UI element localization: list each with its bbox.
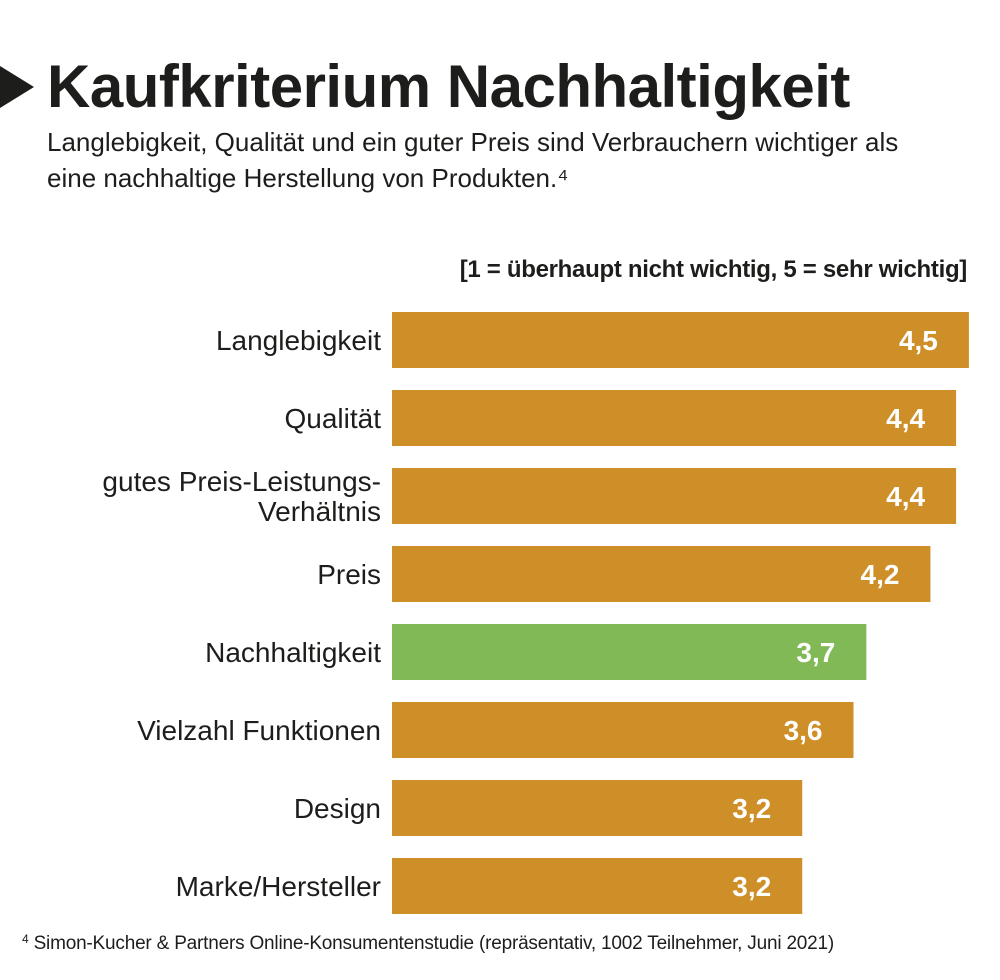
category-label-4: Nachhaltigkeit — [205, 637, 381, 668]
bar-7 — [392, 858, 803, 914]
category-label-5: Vielzahl Funktionen — [137, 715, 381, 746]
category-label-7: Marke/Hersteller — [176, 871, 381, 902]
triangle-right-icon — [0, 66, 34, 108]
chart-title: Kaufkriterium Nachhaltigkeit — [47, 53, 850, 120]
bar-2 — [392, 468, 957, 524]
category-label-1: Qualität — [285, 403, 382, 434]
footnote: 4 Simon-Kucher & Partners Online-Konsume… — [22, 932, 834, 955]
bar-3 — [392, 546, 931, 602]
footnote-marker: 4 — [22, 932, 29, 946]
value-label-2: 4,4 — [886, 481, 925, 512]
chart-subtitle: Langlebigkeit, Qualität und ein guter Pr… — [47, 127, 899, 193]
value-label-1: 4,4 — [886, 403, 925, 434]
category-label-3: Preis — [317, 559, 381, 590]
value-label-3: 4,2 — [861, 559, 900, 590]
category-label-0: Langlebigkeit — [216, 325, 381, 356]
bar-4 — [392, 624, 867, 680]
category-label-6: Design — [294, 793, 381, 824]
bar-0 — [392, 312, 969, 368]
value-label-4: 3,7 — [796, 637, 835, 668]
scale-note: [1 = überhaupt nicht wichtig, 5 = sehr w… — [459, 256, 968, 283]
value-label-7: 3,2 — [732, 871, 771, 902]
value-label-5: 3,6 — [784, 715, 823, 746]
bar-6 — [392, 780, 803, 836]
bar-chart: 4,5 Langlebigkeit 4,4 Qualität 4,4 gutes Prei… — [102, 312, 969, 914]
bar-1 — [392, 390, 957, 446]
value-label-6: 3,2 — [732, 793, 771, 824]
category-label-2: gutes Preis-Leistungs-Verhältnis — [102, 466, 381, 527]
value-label-0: 4,5 — [899, 325, 938, 356]
bar-5 — [392, 702, 854, 758]
footnote-text: Simon-Kucher & Partners Online-Konsument… — [33, 933, 835, 954]
